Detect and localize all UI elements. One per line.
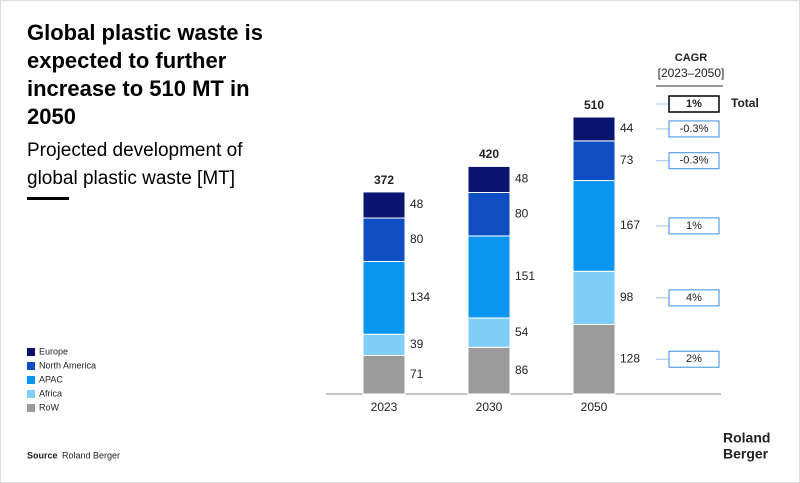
bar-segment [362, 260, 406, 335]
bar-segment [467, 317, 511, 348]
bar-segment [572, 116, 616, 142]
cagr-box [668, 95, 720, 113]
bar-segment [572, 140, 616, 182]
value-label: 167 [620, 218, 640, 232]
cagr-box [668, 350, 720, 368]
legend-label: RoW [39, 402, 60, 412]
value-label: 54 [515, 325, 529, 339]
bar-segment [572, 180, 616, 272]
logo: Berger [723, 446, 769, 462]
bar-segment [362, 333, 406, 356]
bar-segment [467, 165, 511, 193]
bar-segment [362, 354, 406, 395]
value-label: 134 [410, 290, 430, 304]
x-tick-label: 2023 [371, 400, 398, 414]
legend-swatch [27, 348, 35, 356]
total-label: 510 [584, 98, 604, 112]
value-label: 48 [410, 197, 424, 211]
cagr-label: -0.3% [680, 123, 709, 135]
cagr-title: CAGR [675, 52, 707, 64]
value-label: 98 [620, 290, 634, 304]
bar-segment [572, 270, 616, 325]
legend-label: Africa [39, 388, 62, 398]
bar-segment [572, 323, 616, 395]
cagr-box [668, 289, 720, 307]
bar-segment [467, 235, 511, 319]
cagr-box [668, 217, 720, 235]
x-tick-label: 2030 [476, 400, 503, 414]
cagr-box [668, 120, 720, 138]
cagr-total: 1% [686, 98, 702, 110]
value-label: 44 [620, 121, 634, 135]
cagr-period: [2023–2050] [658, 66, 725, 80]
chart-subtitle: Projected development of global plastic … [27, 140, 243, 189]
bar-segment [467, 346, 511, 395]
total-label: 420 [479, 147, 499, 161]
legend-swatch [27, 376, 35, 384]
chart-title: Global plastic waste is expected to furt… [27, 20, 263, 129]
value-label: 86 [515, 363, 529, 377]
title-rule [27, 197, 69, 200]
source-label: Source [27, 450, 58, 460]
cagr-label: 1% [686, 220, 702, 232]
value-label: 73 [620, 153, 634, 167]
legend-label: North America [39, 360, 96, 370]
value-label: 80 [515, 206, 529, 220]
cagr-box [668, 152, 720, 170]
value-label: 128 [620, 351, 640, 365]
legend-swatch [27, 362, 35, 370]
logo: Roland [723, 430, 770, 446]
bar-segment [467, 191, 511, 237]
value-label: 39 [410, 337, 424, 351]
legend-swatch [27, 404, 35, 412]
value-label: 71 [410, 367, 424, 381]
bar-segment [362, 191, 406, 219]
x-tick-label: 2050 [581, 400, 608, 414]
cagr-total-label: Total [731, 96, 759, 110]
legend-label: Europe [39, 346, 68, 356]
value-label: 80 [410, 232, 424, 246]
total-label: 372 [374, 173, 394, 187]
source: Roland Berger [62, 450, 120, 460]
value-label: 48 [515, 172, 529, 186]
value-label: 151 [515, 269, 535, 283]
cagr-label: -0.3% [680, 155, 709, 167]
cagr-label: 2% [686, 353, 702, 365]
legend-swatch [27, 390, 35, 398]
cagr-label: 4% [686, 292, 702, 304]
legend-label: APAC [39, 374, 63, 384]
bar-segment [362, 217, 406, 262]
